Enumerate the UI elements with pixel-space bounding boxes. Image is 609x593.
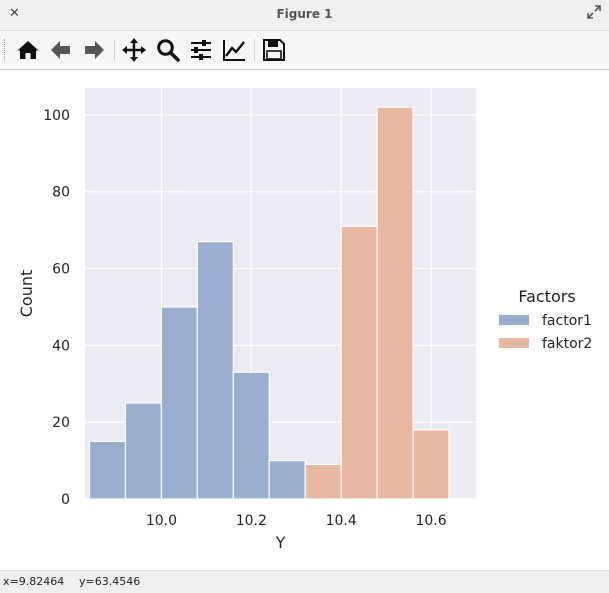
x-tick-label: 10.6 (415, 513, 446, 529)
subplots-button[interactable] (188, 38, 214, 62)
y-tick-label: 80 (52, 185, 70, 201)
x-axis-label: Y (275, 533, 286, 552)
pan-button[interactable] (121, 38, 147, 62)
y-tick-label: 40 (52, 338, 70, 354)
back-button[interactable] (48, 38, 74, 62)
legend-label-factor1: factor1 (542, 313, 592, 329)
legend-swatch-factor1 (499, 315, 529, 325)
status-bar: x=9.82464 y=63.4546 (0, 570, 609, 593)
histogram-bar-faktor2 (412, 429, 450, 500)
histogram-bar-factor1 (268, 459, 306, 500)
maximize-icon[interactable] (587, 5, 601, 19)
x-tick-label: 10.0 (146, 513, 177, 529)
toolbar (0, 31, 609, 70)
home-button[interactable] (15, 38, 41, 62)
toolbar-separator (114, 39, 115, 61)
save-button[interactable] (261, 38, 287, 62)
histogram-bar-factor1 (232, 371, 270, 500)
axes-edit-button[interactable] (221, 38, 247, 62)
legend-title: Factors (518, 287, 575, 306)
forward-arrow-icon (85, 41, 104, 59)
figure-canvas[interactable]: 0 20 40 60 80 100 10.0 10.2 10.4 10.6 Y Count Factor… (0, 70, 609, 570)
histogram-bar-factor1 (196, 241, 234, 500)
home-icon (17, 41, 39, 59)
forward-button[interactable] (81, 38, 107, 62)
subplots-icon (191, 40, 211, 60)
x-tick-label: 10.4 (326, 513, 357, 529)
pan-icon (122, 38, 146, 62)
histogram-bar-factor1 (124, 402, 163, 500)
window-title: Figure 1 (276, 7, 333, 21)
toolbar-grip (4, 39, 8, 61)
y-tick-label: 0 (61, 492, 70, 508)
y-tick-label: 100 (43, 108, 70, 124)
y-axis-label: Count (17, 270, 36, 318)
window-titlebar: ✕ Figure 1 (0, 0, 609, 31)
zoom-button[interactable] (155, 38, 181, 62)
x-tick-label: 10.2 (236, 513, 267, 529)
histogram-bar-faktor2 (376, 106, 414, 500)
close-button[interactable]: ✕ (9, 6, 20, 21)
legend-label-faktor2: faktor2 (542, 336, 592, 352)
status-y-coordinate: y=63.4546 (79, 575, 141, 588)
y-tick-label: 20 (52, 415, 70, 431)
save-icon (263, 39, 285, 61)
status-x-coordinate: x=9.82464 (3, 575, 65, 588)
toolbar-separator (254, 39, 255, 61)
histogram-bar-factor1 (88, 440, 127, 500)
histogram-bar-faktor2 (340, 225, 378, 500)
histogram-bar-factor1 (160, 306, 198, 500)
zoom-icon (157, 39, 180, 62)
y-tick-label: 60 (52, 262, 70, 278)
axes-edit-icon (223, 40, 245, 61)
back-arrow-icon (51, 41, 70, 59)
histogram-bar-faktor2 (304, 463, 342, 500)
histogram-chart[interactable]: 0 20 40 60 80 100 10.0 10.2 10.4 10.6 Y Count Factor… (0, 70, 609, 570)
legend-swatch-faktor2 (499, 338, 529, 348)
